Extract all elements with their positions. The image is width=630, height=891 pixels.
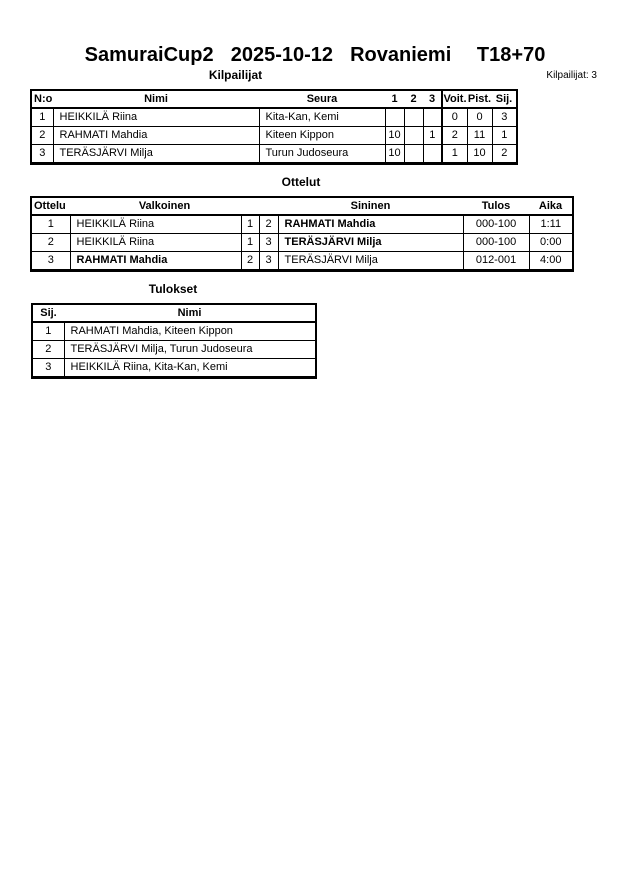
cell-sij: 1 (31, 321, 65, 341)
col-header-no: N:o (31, 90, 53, 109)
col-header-nimi: Nimi (64, 304, 316, 323)
ottelut-header-row: Ottelu Valkoinen Sininen Tulos Aika (31, 197, 574, 216)
cell-ottelu: 3 (30, 251, 71, 271)
col-header-sij: Sij. (492, 90, 517, 109)
cell-blue-no: 3 (258, 251, 279, 271)
table-row: 2 TERÄSJÄRVI Milja, Turun Judoseura (31, 340, 317, 359)
cell-white-no: 2 (240, 251, 260, 271)
cell-tulos: 000-100 (462, 233, 530, 252)
kilpailijat-section-title: Kilpailijat (208, 68, 263, 82)
cell-nimi: HEIKKILÄ Riina (52, 107, 260, 127)
col-header-ottelu: Ottelu (31, 197, 70, 216)
table-row: 3 RAHMATI Mahdia 2 3 TERÄSJÄRVI Milja 01… (30, 251, 574, 271)
table-row: 1 HEIKKILÄ Riina 1 2 RAHMATI Mahdia 000-… (30, 214, 574, 234)
cell-no: 2 (30, 126, 54, 145)
cell-ottelu: 1 (30, 214, 71, 234)
cell-ottelu: 2 (30, 233, 71, 252)
kilpailijat-table: N:o Nimi Seura 1 2 3 Voit. Pist. Sij. 1 … (30, 89, 518, 165)
cell-sininen: TERÄSJÄRVI Milja (277, 251, 464, 271)
cell-match2 (403, 126, 424, 145)
col-header-match2: 2 (404, 90, 423, 109)
cell-match2 (403, 107, 424, 127)
cell-valkoinen: HEIKKILÄ Riina (69, 214, 242, 234)
cell-voit: 0 (441, 107, 468, 127)
cell-match3 (422, 144, 443, 164)
kilpailijat-header-row: N:o Nimi Seura 1 2 3 Voit. Pist. Sij. (31, 90, 517, 109)
col-header-sij: Sij. (32, 304, 64, 323)
cell-tulos: 012-001 (462, 251, 530, 271)
col-header-pist: Pist. (467, 90, 492, 109)
table-row: 2 RAHMATI Mahdia Kiteen Kippon 10 1 2 11… (30, 126, 518, 145)
cell-aika: 1:11 (528, 214, 574, 234)
cell-voit: 2 (441, 126, 468, 145)
table-row: 3 HEIKKILÄ Riina, Kita-Kan, Kemi (31, 358, 317, 378)
tulokset-table: Sij. Nimi 1 RAHMATI Mahdia, Kiteen Kippo… (31, 303, 317, 379)
cell-aika: 0:00 (528, 233, 574, 252)
tulokset-section-title: Tulokset (148, 282, 198, 296)
cell-sij: 1 (491, 126, 518, 145)
cell-valkoinen: RAHMATI Mahdia (69, 251, 242, 271)
cell-voit: 1 (441, 144, 468, 164)
cell-aika: 4:00 (528, 251, 574, 271)
table-row: 1 RAHMATI Mahdia, Kiteen Kippon (31, 321, 317, 341)
table-row: 2 HEIKKILÄ Riina 1 3 TERÄSJÄRVI Milja 00… (30, 233, 574, 252)
cell-match2 (403, 144, 424, 164)
cell-match1: 10 (384, 144, 405, 164)
cell-nimi: TERÄSJÄRVI Milja, Turun Judoseura (63, 340, 317, 359)
cell-nimi: HEIKKILÄ Riina, Kita-Kan, Kemi (63, 358, 317, 378)
cell-no: 3 (30, 144, 54, 164)
cell-blue-no: 2 (258, 214, 279, 234)
cell-seura: Kiteen Kippon (258, 126, 386, 145)
cell-tulos: 000-100 (462, 214, 530, 234)
col-header-match3: 3 (423, 90, 442, 109)
table-row: 3 TERÄSJÄRVI Milja Turun Judoseura 10 1 … (30, 144, 518, 164)
cell-sij: 3 (491, 107, 518, 127)
ottelut-table: Ottelu Valkoinen Sininen Tulos Aika 1 HE… (30, 196, 575, 272)
cell-sij: 3 (31, 358, 65, 378)
cell-nimi: RAHMATI Mahdia (52, 126, 260, 145)
cell-sininen: TERÄSJÄRVI Milja (277, 233, 464, 252)
cell-white-no: 1 (240, 233, 260, 252)
cell-valkoinen: HEIKKILÄ Riina (69, 233, 242, 252)
cell-nimi: TERÄSJÄRVI Milja (52, 144, 260, 164)
col-header-match1: 1 (385, 90, 404, 109)
table-row: 1 HEIKKILÄ Riina Kita-Kan, Kemi 0 0 3 (30, 107, 518, 127)
col-header-aika: Aika (529, 197, 574, 216)
cell-blue-no: 3 (258, 233, 279, 252)
col-header-voit: Voit. (441, 90, 467, 109)
cell-nimi: RAHMATI Mahdia, Kiteen Kippon (63, 321, 317, 341)
col-header-valkoinen: Valkoinen (70, 197, 260, 216)
col-header-tulos: Tulos (463, 197, 530, 216)
competitor-count: Kilpailijat: 3 (546, 70, 597, 81)
cell-sij: 2 (491, 144, 518, 164)
col-header-sininen: Sininen (278, 197, 464, 216)
cell-seura: Kita-Kan, Kemi (258, 107, 386, 127)
col-header-spacer (259, 197, 279, 216)
cell-pist: 10 (466, 144, 493, 164)
cell-match1: 10 (384, 126, 405, 145)
col-header-nimi: Nimi (53, 90, 259, 109)
ottelut-section-title: Ottelut (281, 175, 321, 189)
cell-match3 (422, 107, 443, 127)
page-title: SamuraiCup2 2025-10-12 Rovaniemi T18+70 (84, 44, 546, 66)
cell-match1 (384, 107, 405, 127)
cell-no: 1 (30, 107, 54, 127)
cell-seura: Turun Judoseura (258, 144, 386, 164)
col-header-seura: Seura (259, 90, 385, 109)
tulokset-header-row: Sij. Nimi (32, 304, 316, 323)
cell-sij: 2 (31, 340, 65, 359)
cell-match3: 1 (422, 126, 443, 145)
cell-pist: 0 (466, 107, 493, 127)
cell-pist: 11 (466, 126, 493, 145)
cell-white-no: 1 (240, 214, 260, 234)
cell-sininen: RAHMATI Mahdia (277, 214, 464, 234)
